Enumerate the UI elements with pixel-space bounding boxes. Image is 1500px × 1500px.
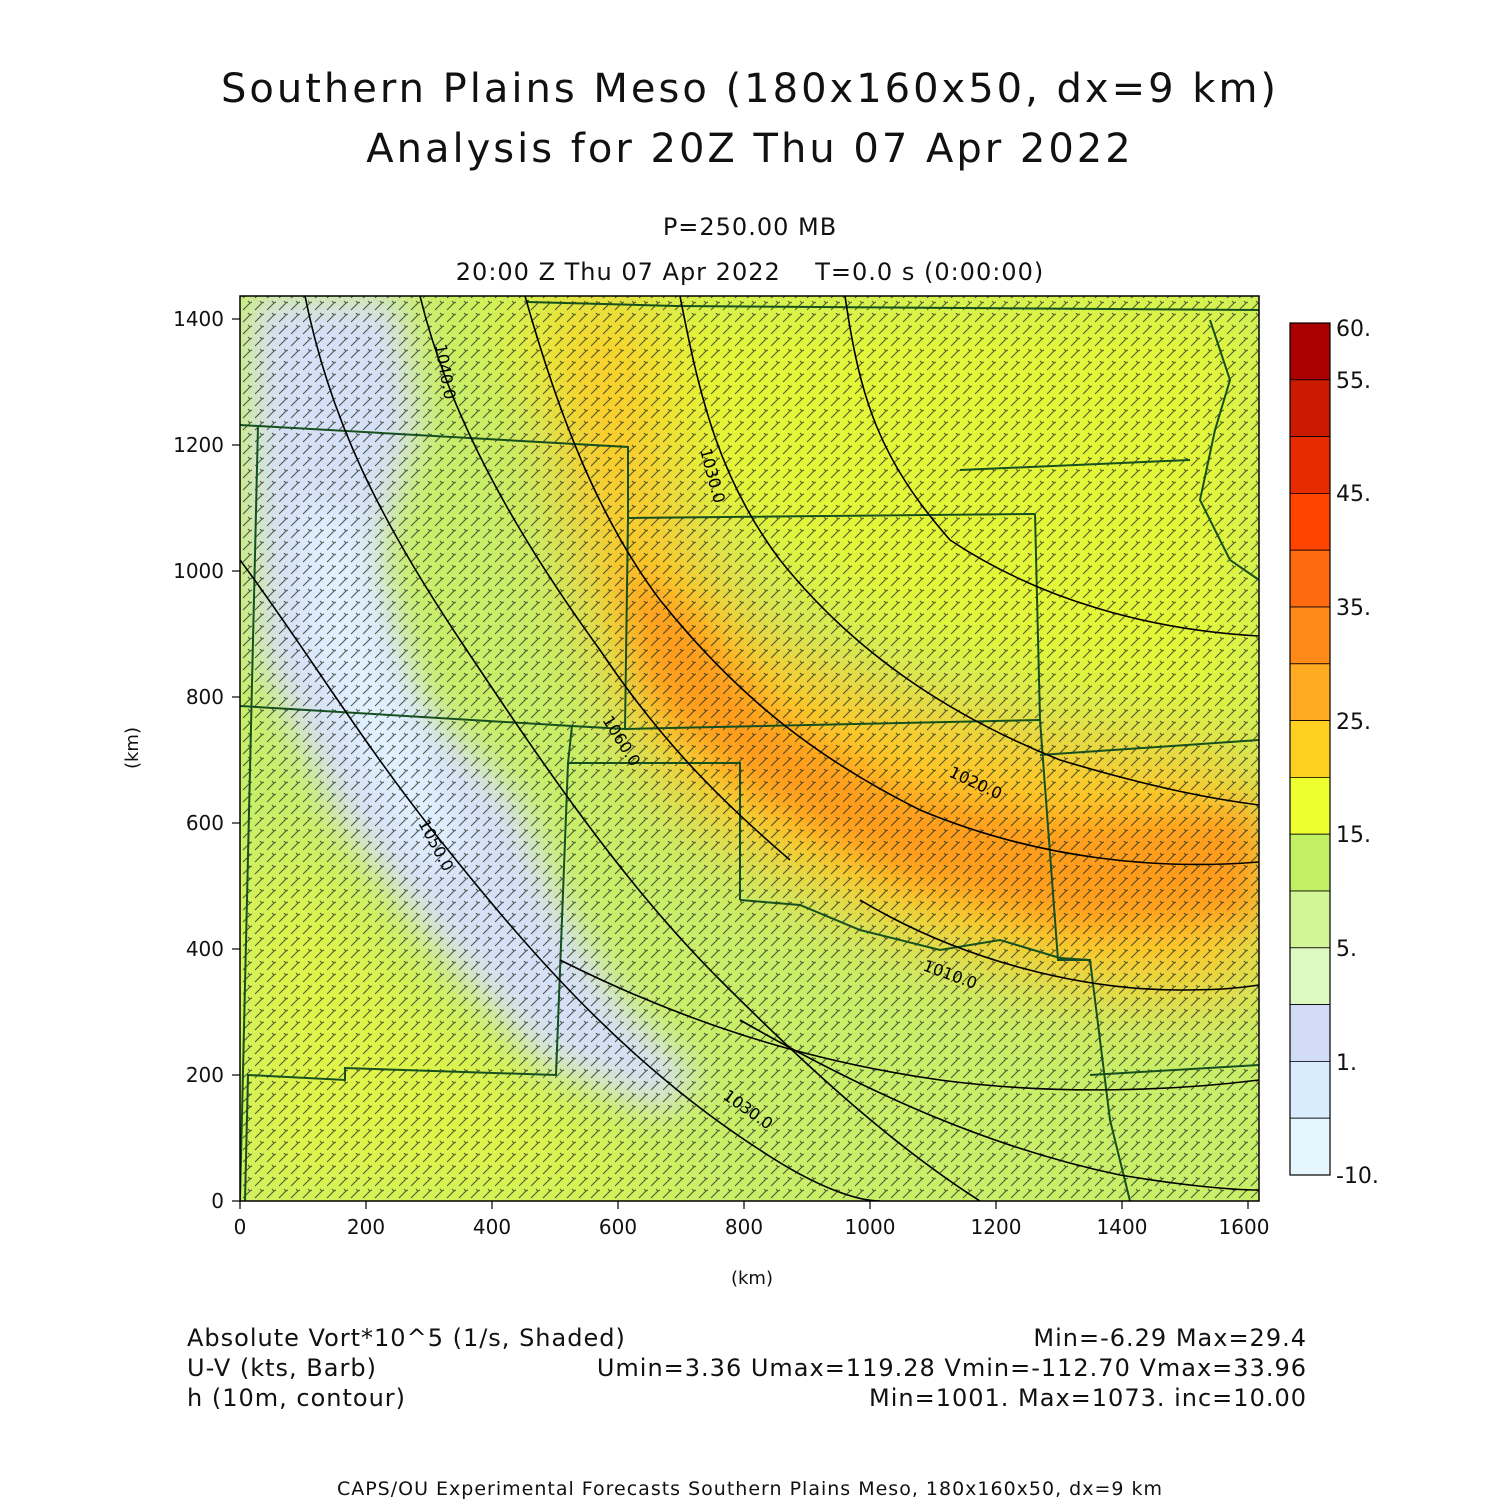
colorbar-cell [1289, 606, 1331, 665]
field3-stats: Min=1001. Max=1073. inc=10.00 [869, 1384, 1307, 1412]
field2-stats: Umin=3.36 Umax=119.28 Vmin=-112.70 Vmax=… [596, 1354, 1307, 1382]
colorbar-label: 1. [1336, 1051, 1357, 1076]
colorbar-label: 5. [1336, 937, 1357, 962]
colorbar-label: 60. [1336, 317, 1371, 342]
map-figure: 1040.0 1060.0 1050.0 1030.0 1020.0 1010.… [122, 295, 1379, 1289]
map-frame [239, 295, 1260, 1202]
colorbar-cell [1289, 890, 1331, 949]
colorbar-label: 55. [1336, 369, 1371, 394]
height-contours [240, 296, 1259, 1201]
field1-stats: Min=-6.29 Max=29.4 [1033, 1324, 1307, 1352]
colorbar-cell [1289, 833, 1331, 892]
x-tick-label: 1000 [845, 1215, 896, 1239]
x-tick-label: 1600 [1219, 1215, 1270, 1239]
colorbar-cell [1289, 1004, 1331, 1062]
y-tick-label: 400 [186, 937, 224, 961]
x-tick-label: 400 [473, 1215, 511, 1239]
pressure-level-label: P=250.00 MB [662, 213, 838, 241]
y-tick-label: 0 [211, 1189, 224, 1213]
colorbar-cell [1289, 436, 1331, 494]
field1-description: Absolute Vort*10^5 (1/s, Shaded) [187, 1324, 626, 1352]
y-tick-label: 600 [186, 811, 224, 835]
colorbar-label: 25. [1336, 710, 1371, 735]
axis-ticks [232, 318, 1249, 1209]
colorbar-cell [1289, 947, 1331, 1005]
colorbar-frame [1289, 322, 1331, 1176]
colorbar-cell [1289, 322, 1331, 381]
colorbar-label: 45. [1336, 482, 1371, 507]
y-axis-label: (km) [122, 727, 143, 769]
y-tick-label: 1200 [173, 433, 224, 457]
colorbar-cell [1289, 777, 1331, 835]
valid-time-label: 20:00 Z Thu 07 Apr 2022 T=0.0 s (0:00:00… [455, 258, 1045, 286]
title-line-1: Southern Plains Meso (180x160x50, dx=9 k… [220, 66, 1280, 112]
state-boundaries [240, 300, 1259, 1201]
x-tick-label: 800 [725, 1215, 763, 1239]
x-tick-labels: 0 200 400 600 800 1000 1200 1400 1600 [234, 1215, 1270, 1239]
colorbar-cell [1289, 1061, 1331, 1119]
colorbar-cell [1289, 379, 1331, 437]
colorbar-cells [1289, 322, 1331, 1176]
x-tick-label: 200 [347, 1215, 385, 1239]
colorbar: 60. 55. 45. 35. 25. 15. 5. 1. -10. [1289, 317, 1379, 1189]
y-tick-label: 1000 [173, 559, 224, 583]
y-tick-label: 200 [186, 1063, 224, 1087]
title-line-2: Analysis for 20Z Thu 07 Apr 2022 [366, 126, 1134, 172]
colorbar-label: 15. [1336, 823, 1371, 848]
x-tick-label: 0 [234, 1215, 247, 1239]
colorbar-label: 35. [1336, 596, 1371, 621]
colorbar-cell [1289, 720, 1331, 778]
field2-description: U-V (kts, Barb) [187, 1354, 377, 1382]
x-tick-label: 1400 [1097, 1215, 1148, 1239]
map-area: 1040.0 1060.0 1050.0 1030.0 1020.0 1010.… [240, 296, 1259, 1201]
y-tick-label: 800 [186, 685, 224, 709]
x-tick-label: 600 [599, 1215, 637, 1239]
colorbar-label: -10. [1336, 1164, 1379, 1189]
wind-barbs-field [240, 296, 1259, 1201]
credit-line: CAPS/OU Experimental Forecasts Southern … [336, 1478, 1164, 1500]
colorbar-cell [1289, 1117, 1331, 1176]
colorbar-cell [1289, 663, 1331, 721]
y-tick-labels: 0 200 400 600 800 1000 1200 1400 [173, 307, 224, 1213]
colorbar-cell [1289, 492, 1331, 551]
x-tick-label: 1200 [971, 1215, 1022, 1239]
y-tick-label: 1400 [173, 307, 224, 331]
colorbar-labels: 60. 55. 45. 35. 25. 15. 5. 1. -10. [1336, 317, 1379, 1189]
field3-description: h (10m, contour) [187, 1384, 407, 1412]
x-axis-label: (km) [731, 1268, 773, 1289]
colorbar-cell [1289, 549, 1331, 608]
